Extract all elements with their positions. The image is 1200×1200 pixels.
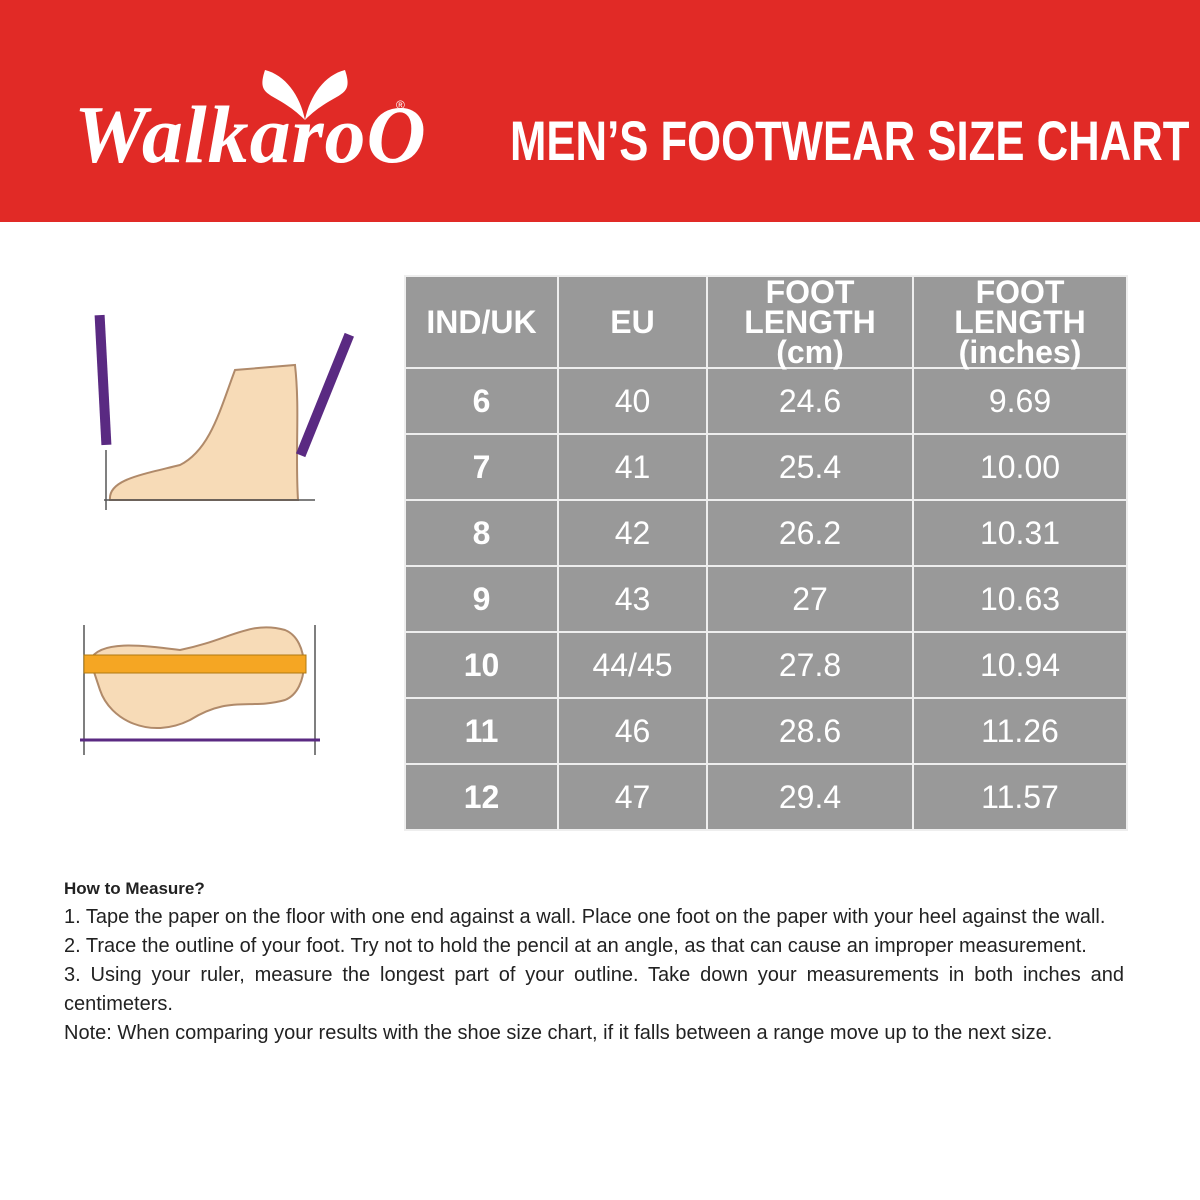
table-cell: 10.94 [912,631,1128,699]
table-cell: 10.31 [912,499,1128,567]
table-body: 6 40 24.6 9.69 7 41 25.4 10.00 8 42 26.2 10.31 9 43 27… [404,367,1128,831]
table-cell: 9 [404,565,559,633]
table-cell: 27 [706,565,914,633]
brand: WalkaroO [74,89,427,180]
table-row: 8 42 26.2 10.31 [404,499,1128,567]
column-header: FOOT LENGTH (inches) [912,275,1128,369]
title: MEN’S FOOTWEAR SIZE CHART [510,109,1190,172]
table-row: 12 47 29.4 11.57 [404,763,1128,831]
table-cell: 46 [557,697,708,765]
table-cell: 6 [404,367,559,435]
instruction-step: Note: When comparing your results with t… [64,1022,1053,1044]
column-header: FOOT LENGTH (cm) [706,275,914,369]
table-cell: 11 [404,697,559,765]
table-cell: 40 [557,367,708,435]
size-table: IND/UK EU FOOT LENGTH (cm) FOOT LENGTH (inc… [404,275,1128,831]
table-cell: 25.4 [706,433,914,501]
table-cell: 10.63 [912,565,1128,633]
foot-illustration [80,314,354,755]
registered-mark: ® [396,98,405,112]
table-row: 10 44/45 27.8 10.94 [404,631,1128,699]
table-cell: 41 [557,433,708,501]
instruction-step: 2. Trace the outline of your foot. Try n… [64,935,1087,957]
table-cell: 42 [557,499,708,567]
instructions: How to Measure? 1. Tape the paper on the… [64,874,1124,1048]
header-row: IND/UK EU FOOT LENGTH (cm) FOOT LENGTH (inc… [404,275,1128,369]
header: WalkaroO ® MEN’S FOOTWEAR SIZE CHART [0,0,1200,222]
table-cell: 7 [404,433,559,501]
table-row: 9 43 27 10.63 [404,565,1128,633]
table-cell: 47 [557,763,708,831]
instruction-step: 3. Using your ruler, measure the longest… [64,964,1124,1015]
table-cell: 28.6 [706,697,914,765]
table-cell: 26.2 [706,499,914,567]
table-cell: 11.26 [912,697,1128,765]
table-cell: 43 [557,565,708,633]
table-cell: 44/45 [557,631,708,699]
table-cell: 11.57 [912,763,1128,831]
instructions-heading: How to Measure? [64,879,205,898]
instruction-step: 1. Tape the paper on the floor with one … [64,906,1106,928]
table-cell: 9.69 [912,367,1128,435]
table-row: 6 40 24.6 9.69 [404,367,1128,435]
table-cell: 8 [404,499,559,567]
table-cell: 10.00 [912,433,1128,501]
table-row: 11 46 28.6 11.26 [404,697,1128,765]
column-header: EU [557,275,708,369]
table-cell: 27.8 [706,631,914,699]
table-cell: 24.6 [706,367,914,435]
logo-mark [262,70,348,120]
table-cell: 10 [404,631,559,699]
table-cell: 29.4 [706,763,914,831]
column-header: IND/UK [404,275,559,369]
table-cell: 12 [404,763,559,831]
table-row: 7 41 25.4 10.00 [404,433,1128,501]
